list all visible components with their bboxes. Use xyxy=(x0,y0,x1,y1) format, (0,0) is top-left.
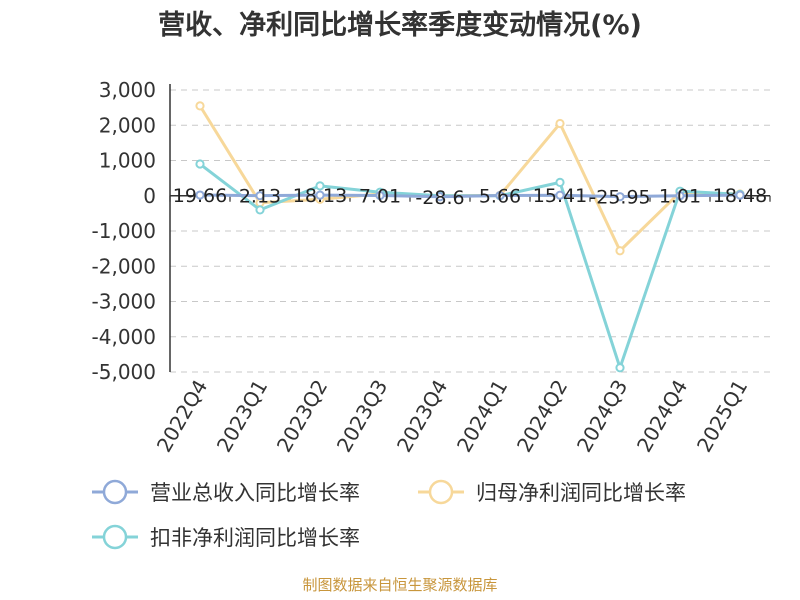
data-point xyxy=(315,190,325,200)
y-tick-label: -1,000 xyxy=(92,219,156,243)
x-tick-label: 2023Q3 xyxy=(332,376,392,457)
y-tick-label: 1,000 xyxy=(99,149,156,173)
data-labels: 19.66 2.13 18.13 7.01 -28.6 5.66 15.41 -25.95 1.… xyxy=(173,185,767,209)
legend-marker xyxy=(428,479,454,505)
data-source-note: 制图数据来自恒生聚源数据库 xyxy=(302,576,497,594)
x-tick-label: 2025Q1 xyxy=(692,376,752,457)
y-tick-label: -5,000 xyxy=(92,360,156,384)
x-tick-label: 2023Q4 xyxy=(392,376,452,457)
data-label: 7.01 xyxy=(359,186,401,208)
data-point xyxy=(255,191,265,201)
x-tick-label: 2024Q2 xyxy=(512,376,572,457)
data-point xyxy=(195,190,205,200)
data-label: 18.48 xyxy=(713,185,767,207)
legend-item[interactable]: 营业总收入同比增长率 xyxy=(92,479,360,505)
x-tick-label: 2024Q3 xyxy=(572,376,632,457)
data-point xyxy=(555,177,565,187)
x-tick-label: 2023Q2 xyxy=(272,376,332,457)
y-tick-label: 0 xyxy=(143,184,156,208)
chart-title: 营收、净利同比增长率季度变动情况(%) xyxy=(158,9,642,41)
data-label: 5.66 xyxy=(479,186,521,208)
data-label: -25.95 xyxy=(589,187,650,209)
y-tick-label: -4,000 xyxy=(92,325,156,349)
data-point xyxy=(555,190,565,200)
series-lines xyxy=(195,101,745,373)
data-point xyxy=(735,190,745,200)
series-line xyxy=(199,193,741,199)
data-point xyxy=(495,190,505,201)
data-point xyxy=(615,246,625,256)
series-line xyxy=(198,105,741,253)
legend-item[interactable]: 归母净利润同比增长率 xyxy=(418,479,686,505)
data-point xyxy=(555,118,565,129)
data-label: 1.01 xyxy=(659,186,701,208)
x-tick-label: 2024Q1 xyxy=(452,376,512,457)
y-tick-label: -3,000 xyxy=(92,290,156,314)
x-tick-label: 2022Q4 xyxy=(152,376,212,457)
legend-label: 营业总收入同比增长率 xyxy=(150,481,360,505)
x-tick-label: 2023Q1 xyxy=(212,376,272,457)
y-tick-label: -2,000 xyxy=(92,254,156,278)
x-tick-label: 2024Q4 xyxy=(632,376,692,457)
axes: 3,000 2,000 1,000 0 -1,000 -2,000 -3,000 -4,000… xyxy=(92,78,771,457)
grid-lines xyxy=(170,89,770,373)
data-label: 19.66 xyxy=(173,185,227,207)
data-point xyxy=(675,191,685,201)
legend-label: 扣非净利润同比增长率 xyxy=(150,526,360,550)
data-label: 18.13 xyxy=(293,185,347,207)
data-point xyxy=(435,192,445,202)
data-point xyxy=(615,363,625,373)
data-label: 2.13 xyxy=(239,186,281,208)
y-tick-label: 2,000 xyxy=(99,113,156,137)
data-point xyxy=(615,192,625,202)
legend-label: 归母净利润同比增长率 xyxy=(476,481,686,505)
data-point xyxy=(315,181,325,191)
legend-item[interactable]: 扣非净利润同比增长率 xyxy=(92,524,360,550)
data-point xyxy=(195,101,205,111)
y-tick-label: 3,000 xyxy=(99,78,156,102)
data-point xyxy=(255,205,265,215)
data-label: -28.6 xyxy=(415,187,464,209)
data-label: 15.41 xyxy=(533,185,587,207)
legend-marker xyxy=(102,479,128,505)
data-point xyxy=(195,159,205,169)
legend-marker xyxy=(102,524,128,550)
data-point xyxy=(375,190,385,201)
